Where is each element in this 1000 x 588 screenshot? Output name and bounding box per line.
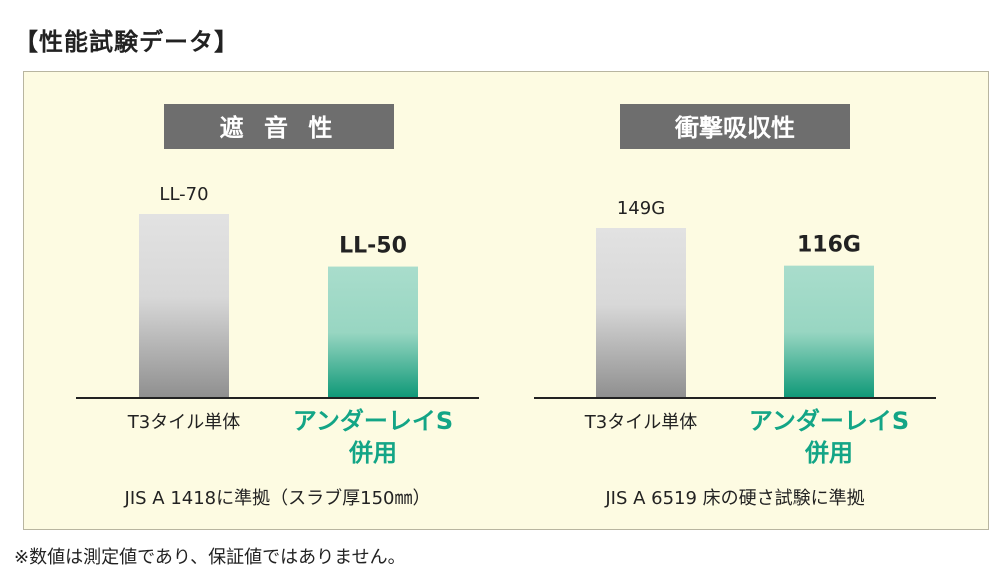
data-label: 116G [797,233,861,258]
data-panel: 遮 音 性 LL-70 T3タイル単体 LL-50 アンダーレイS 併用 JIS A 141… [23,71,989,530]
bar [328,266,418,398]
category-label: 併用 [348,439,397,467]
charts-svg: 遮 音 性 LL-70 T3タイル単体 LL-50 アンダーレイS 併用 JIS A 141… [76,104,936,509]
page-heading: 【性能試験データ】 [14,28,239,56]
category-label: T3タイル単体 [584,412,697,433]
chart-title: 衝撃吸収性 [674,114,795,142]
data-label: 149G [617,198,665,219]
category-label: 併用 [804,439,853,467]
chart-title: 遮 音 性 [220,114,339,142]
data-label: LL-70 [159,184,208,205]
data-label: LL-50 [339,234,407,259]
chart-title-box [620,104,850,149]
footnote: ※数値は測定値であり、保証値ではありません。 [14,547,406,568]
bar [596,228,686,398]
category-label: アンダーレイS [749,407,909,435]
category-label: アンダーレイS [293,407,453,435]
test-standard-note: JIS A 6519 床の硬さ試験に準拠 [604,488,864,509]
bar [139,214,229,398]
chart-title-box [164,104,394,149]
category-label: T3タイル単体 [127,412,240,433]
bar [784,265,874,398]
test-standard-note: JIS A 1418に準拠（スラブ厚150㎜） [124,487,431,509]
